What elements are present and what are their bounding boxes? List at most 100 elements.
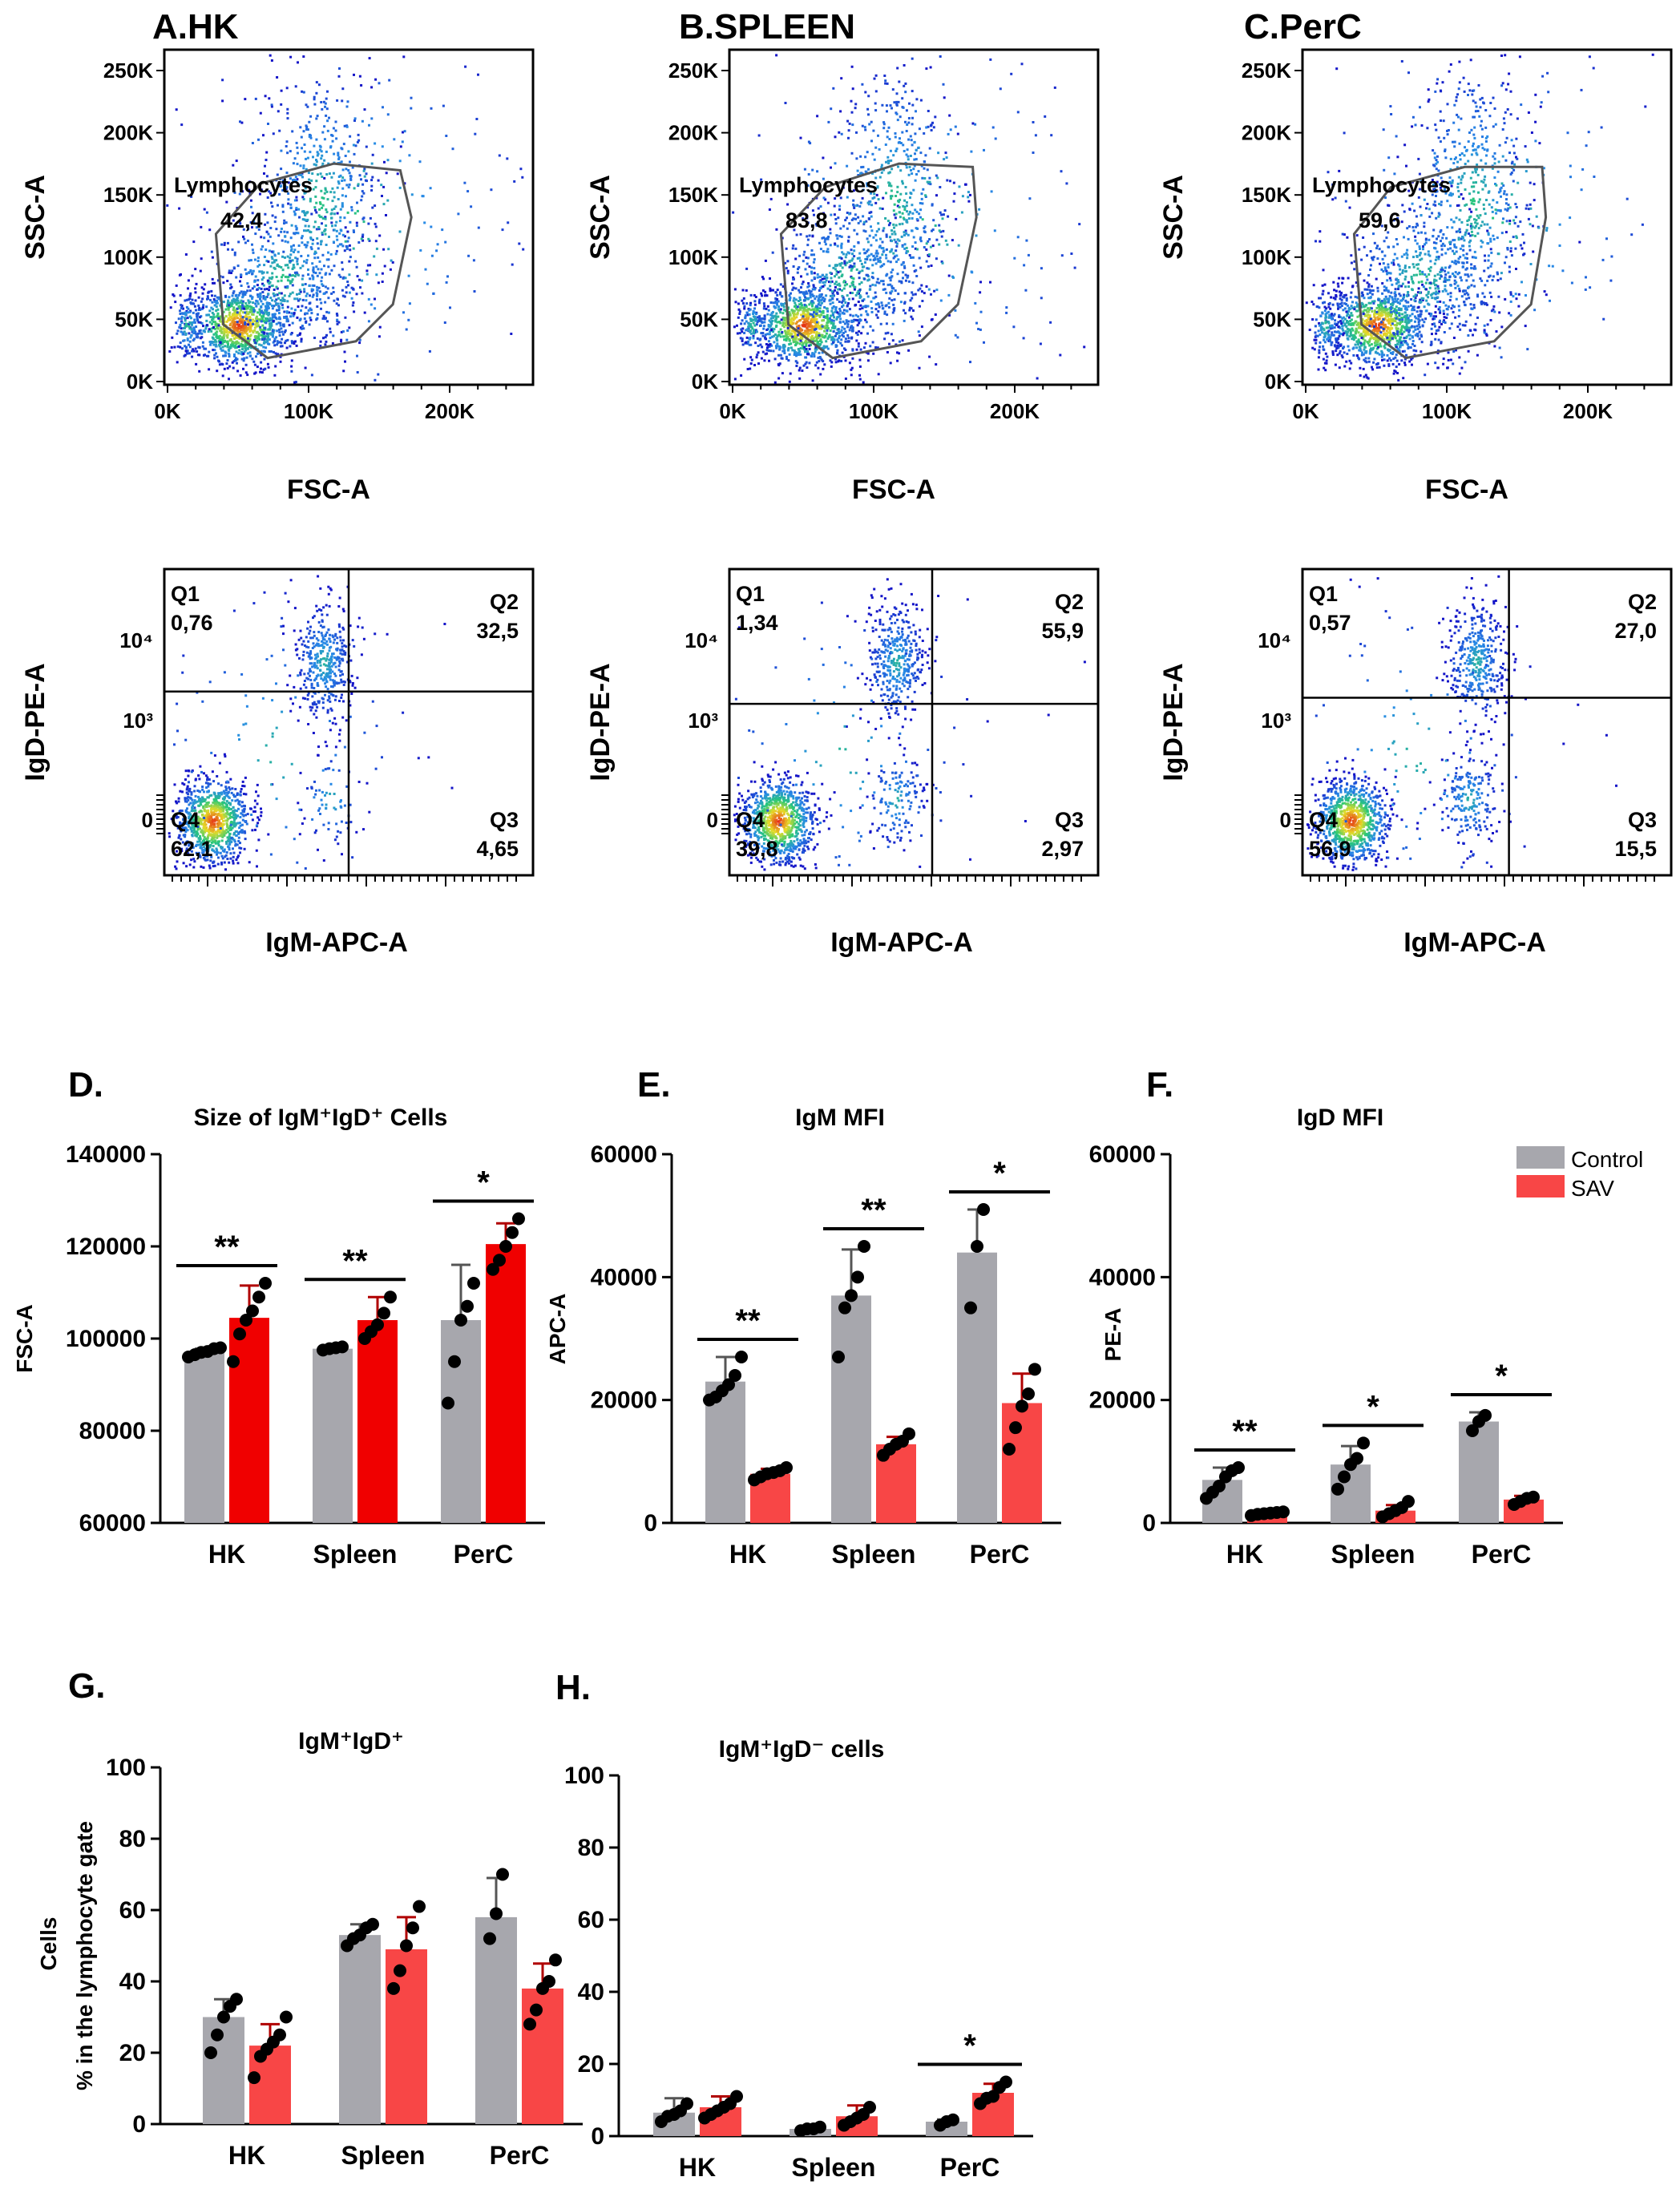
event [311, 695, 314, 698]
event [792, 329, 795, 332]
event [801, 337, 804, 341]
event [272, 320, 275, 323]
event [321, 769, 325, 772]
event [815, 333, 818, 337]
event [284, 330, 286, 333]
event [797, 268, 799, 271]
event [343, 350, 346, 353]
event [842, 332, 845, 334]
event [815, 295, 818, 298]
event [267, 328, 270, 331]
event [824, 327, 827, 329]
event [298, 319, 301, 321]
event [217, 792, 220, 795]
event [268, 289, 270, 292]
event [352, 301, 355, 304]
event [200, 286, 204, 289]
event [233, 310, 236, 313]
event [216, 775, 219, 777]
event [335, 822, 338, 826]
event [835, 317, 838, 321]
event [261, 317, 265, 320]
event [335, 137, 338, 140]
event [313, 631, 316, 634]
event [316, 659, 319, 662]
event [229, 346, 232, 349]
event [794, 340, 797, 343]
event [222, 310, 225, 313]
event [176, 361, 179, 364]
event [240, 325, 243, 329]
event [794, 336, 797, 339]
event [221, 803, 224, 806]
event [219, 822, 222, 825]
event [302, 327, 305, 330]
event [362, 637, 365, 640]
event [305, 229, 308, 232]
event [188, 815, 191, 818]
event [347, 169, 350, 172]
event [240, 329, 243, 332]
event [192, 339, 195, 342]
event [813, 272, 816, 275]
event [391, 260, 394, 264]
event [240, 829, 244, 832]
event [294, 696, 297, 699]
event [213, 826, 216, 828]
event [317, 247, 320, 250]
event [213, 850, 216, 854]
event [337, 151, 340, 155]
event [402, 131, 404, 134]
event [313, 666, 317, 669]
event [252, 309, 256, 311]
event [337, 158, 341, 160]
event [862, 346, 866, 349]
event [205, 354, 208, 357]
event [337, 769, 341, 772]
event [195, 325, 198, 329]
event [242, 723, 245, 726]
event [840, 329, 843, 332]
event [184, 769, 188, 773]
event [868, 212, 871, 214]
event [316, 293, 319, 296]
event [866, 305, 870, 308]
event [188, 352, 191, 355]
event [240, 340, 244, 343]
event [338, 630, 341, 633]
event [322, 625, 325, 628]
event [196, 315, 199, 318]
event [244, 793, 248, 796]
event [764, 294, 766, 297]
event [223, 831, 226, 834]
event [810, 270, 813, 273]
event [305, 645, 308, 648]
event [296, 151, 299, 155]
event [211, 294, 213, 297]
event [805, 290, 808, 293]
event [237, 240, 240, 244]
event [809, 293, 812, 297]
event [183, 339, 186, 342]
event [246, 813, 249, 816]
event [212, 865, 215, 868]
event [340, 243, 343, 246]
event [268, 190, 271, 193]
event [231, 314, 234, 317]
event [279, 324, 282, 327]
event [238, 830, 241, 834]
event [221, 327, 224, 330]
y-tick-label: 250K [103, 59, 153, 83]
event [316, 154, 319, 157]
event [248, 337, 252, 341]
event [270, 256, 273, 259]
event [242, 300, 244, 303]
event [212, 849, 215, 852]
event [846, 323, 850, 326]
event [286, 318, 289, 321]
event [841, 305, 844, 309]
event [277, 297, 281, 300]
event [185, 305, 188, 309]
event [207, 809, 210, 812]
event [271, 307, 274, 310]
